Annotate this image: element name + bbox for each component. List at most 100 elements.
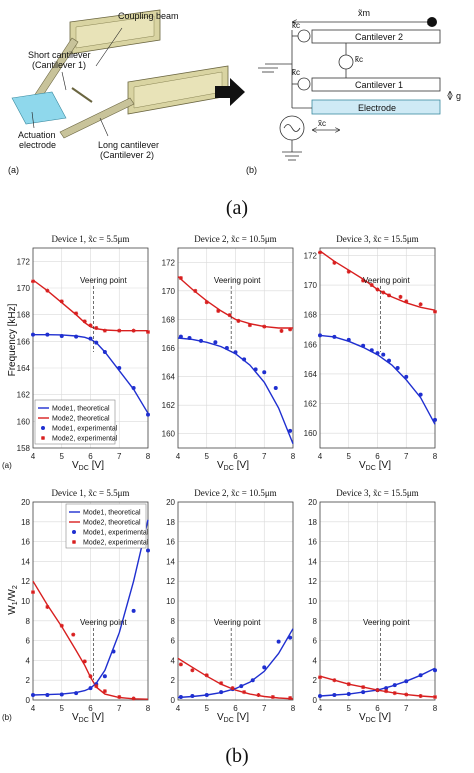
y-tick-label: 172 <box>304 251 318 260</box>
data-point <box>88 323 93 328</box>
series-line-1 <box>177 628 294 699</box>
long-cantilever-label: Long cantilever <box>98 140 159 150</box>
short-cantilever-label: Short cantilever <box>28 50 91 60</box>
veering-label: Veering point <box>80 276 127 285</box>
data-point <box>117 328 122 333</box>
y-tick-label: 10 <box>21 597 30 606</box>
data-point <box>224 346 229 350</box>
data-point <box>219 681 224 686</box>
chart-title: Device 1, x̃c = 5.5μm <box>52 488 130 498</box>
y-tick-label: 16 <box>166 538 175 547</box>
gap-label: g <box>456 91 461 101</box>
chart-title: Device 2, x̃c = 10.5μm <box>194 234 276 244</box>
y-tick-label: 170 <box>304 281 318 290</box>
data-point <box>318 675 322 680</box>
data-point <box>387 358 391 363</box>
plot-frame <box>177 247 294 449</box>
x-tick-label: 8 <box>291 452 296 461</box>
xlabel-row2-col2: VDC [V] <box>217 712 249 724</box>
legend-swatch <box>41 426 45 430</box>
y-tick-label: 6 <box>26 637 31 646</box>
kc-bot-label: k̃c <box>292 68 300 77</box>
x-tick-label: 5 <box>60 452 65 461</box>
lumped-model <box>258 22 450 161</box>
legend-swatch <box>41 436 45 440</box>
chart-6: 4 5 6 7 8 0 2 4 6 8 10 12 14 16 18 20 Device 3, x̃c = 15… <box>308 488 438 713</box>
x-tick-label: 5 <box>205 704 210 713</box>
data-point <box>227 313 232 318</box>
schematic-panel-b-tag: (b) <box>246 165 257 175</box>
xm-label: x̃m <box>358 8 370 18</box>
data-point <box>131 386 136 390</box>
y-tick-label: 12 <box>308 577 317 586</box>
transition-arrow <box>215 78 245 106</box>
x-tick-label: 7 <box>404 704 409 713</box>
data-point <box>111 649 116 654</box>
y-tick-label: 164 <box>162 373 176 382</box>
device-rendering <box>11 9 229 139</box>
data-point <box>381 290 386 295</box>
data-point <box>59 692 64 697</box>
data-point <box>146 548 150 553</box>
data-point <box>71 632 76 637</box>
data-point <box>361 278 366 283</box>
actuation-label: Actuation <box>18 130 56 140</box>
data-point <box>31 279 35 284</box>
data-point <box>250 678 255 683</box>
legend-entry: Mode1, theoretical <box>52 406 110 413</box>
xlabel-row1-col3: VDC [V] <box>359 460 391 472</box>
x-tick-label: 6 <box>88 452 93 461</box>
data-point <box>94 326 99 330</box>
data-point <box>88 686 93 691</box>
x-tick-label: 6 <box>375 452 380 461</box>
legend-entry: Mode1, experimental <box>52 426 118 433</box>
coupling-beam-label: Coupling beam <box>118 11 179 21</box>
data-point <box>404 374 409 379</box>
y-tick-label: 12 <box>166 577 175 586</box>
data-point <box>230 686 235 691</box>
chart-4: 4 5 6 7 8 0 2 4 6 8 10 12 14 16 18 20 Device 1, x̃c = 5.… <box>21 488 151 713</box>
y-tick-label: 10 <box>308 597 317 606</box>
y-tick-label: 8 <box>171 617 176 626</box>
y-tick-label: 4 <box>313 656 318 665</box>
data-point <box>45 288 50 293</box>
xlabel-row1-col2: VDC [V] <box>217 460 249 472</box>
x-tick-label: 4 <box>176 704 181 713</box>
y-tick-label: 162 <box>17 391 31 400</box>
y-tick-label: 4 <box>171 656 176 665</box>
data-point <box>216 308 221 313</box>
data-point <box>346 337 351 342</box>
chart-5: 4 5 6 7 8 0 2 4 6 8 10 12 14 16 18 20 Device 2, x̃c = 10… <box>166 488 296 713</box>
y-tick-label: 10 <box>166 597 175 606</box>
y-tick-label: 162 <box>162 401 176 410</box>
x-tick-label: 7 <box>117 704 122 713</box>
data-point <box>288 428 293 433</box>
data-point <box>59 334 64 338</box>
y-tick-label: 12 <box>21 577 30 586</box>
x-tick-label: 5 <box>60 704 65 713</box>
veering-label: Veering point <box>80 618 127 627</box>
y-tick-label: 20 <box>166 498 175 507</box>
x-tick-label: 7 <box>404 452 409 461</box>
data-point <box>392 691 397 696</box>
kc-mid-label: k̃c <box>355 55 363 64</box>
y-tick-label: 6 <box>313 637 318 646</box>
data-point <box>418 673 423 678</box>
data-point <box>332 334 337 339</box>
data-point <box>262 665 267 670</box>
x-tick-label: 8 <box>291 704 296 713</box>
actuation-electrode <box>11 91 67 125</box>
data-point <box>187 336 192 340</box>
x-tick-label: 8 <box>146 704 151 713</box>
y-tick-label: 0 <box>313 696 318 705</box>
data-point <box>279 328 284 333</box>
y-tick-label: 160 <box>17 417 31 426</box>
chart-title: Device 1, x̃c = 5.5μm <box>52 234 130 244</box>
chart-title: Device 3, x̃c = 15.5μm <box>336 488 418 498</box>
data-point <box>262 324 267 329</box>
y-tick-label: 16 <box>21 538 30 547</box>
x-tick-label: 8 <box>433 452 438 461</box>
data-point <box>45 604 50 609</box>
y-tick-label: 14 <box>166 557 175 566</box>
y-tick-label: 18 <box>166 518 175 527</box>
